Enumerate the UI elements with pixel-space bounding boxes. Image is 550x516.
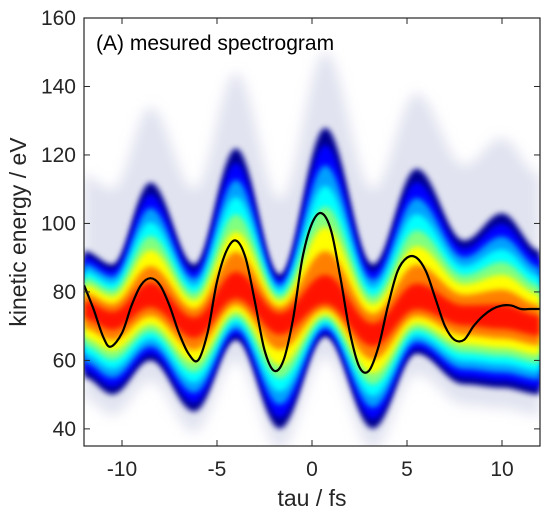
spectrogram-heatmap xyxy=(84,52,540,446)
heatmap-band-8 xyxy=(84,271,540,347)
x-axis-title: tau / fs xyxy=(277,485,346,511)
y-tick-label: 80 xyxy=(53,281,76,304)
axis-ticks: -10 -5 0 5 10 40 60 80 100 120 140 160 xyxy=(41,7,540,481)
y-tick-label: 100 xyxy=(41,212,76,235)
y-tick-label: 120 xyxy=(41,144,76,167)
y-tick-label: 60 xyxy=(53,349,76,372)
y-axis-title: kinetic energy / eV xyxy=(5,137,31,327)
x-tick-label: 5 xyxy=(401,458,413,481)
x-tick-label: 0 xyxy=(306,458,318,481)
model-curve-0 xyxy=(84,211,540,374)
y-tick-label: 40 xyxy=(53,418,76,441)
model-curve-layer xyxy=(84,211,540,374)
x-tick-label: 10 xyxy=(490,458,513,481)
y-tick-label: 160 xyxy=(41,7,76,30)
x-tick-label: -10 xyxy=(107,458,137,481)
x-tick-label: -5 xyxy=(208,458,227,481)
panel-title: (A) mesured spectrogram xyxy=(96,32,334,55)
y-tick-label: 140 xyxy=(41,75,76,98)
